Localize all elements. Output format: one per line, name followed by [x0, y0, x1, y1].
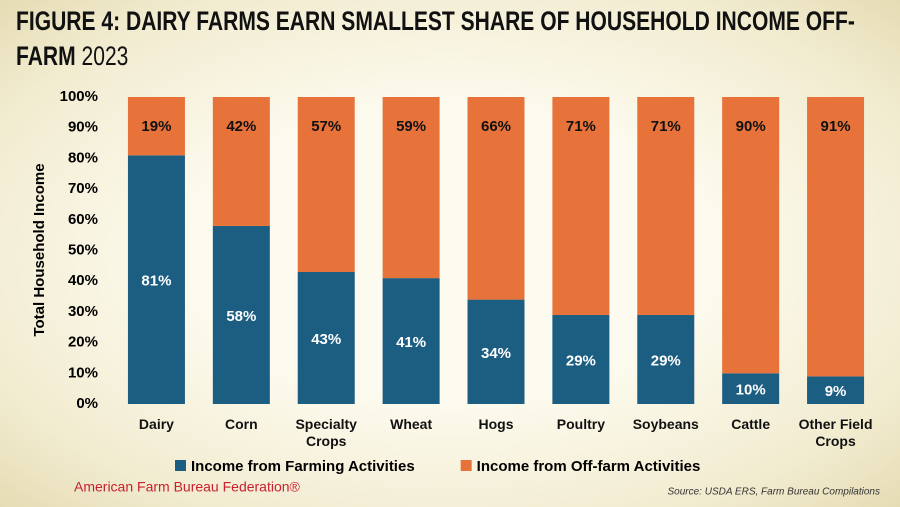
x-tick-label: Specialty Crops	[295, 416, 357, 449]
value-label: 90%	[736, 118, 766, 135]
bar-segment	[467, 97, 525, 300]
bar-segment	[382, 278, 440, 404]
value-label: 29%	[651, 352, 681, 369]
legend-label: Income from Farming Activities	[191, 458, 415, 475]
chart-title: FIGURE 4: DAIRY FARMS EARN SMALLEST SHAR…	[16, 6, 855, 71]
x-tick-label: Poultry	[556, 416, 605, 432]
value-label: 91%	[821, 118, 851, 135]
x-tick-label: Wheat	[390, 416, 433, 432]
value-label: 34%	[481, 345, 511, 362]
y-tick-label: 90%	[68, 119, 98, 136]
value-label: 58%	[226, 308, 256, 325]
y-axis-label: Total Household Income	[31, 163, 48, 336]
bar-segment	[722, 97, 780, 374]
y-tick-label: 100%	[60, 88, 98, 105]
value-label: 59%	[396, 118, 426, 135]
value-label: 43%	[311, 331, 341, 348]
legend-swatch	[175, 460, 186, 471]
y-tick-label: 80%	[68, 149, 98, 166]
value-label: 10%	[736, 382, 766, 399]
y-tick-label: 60%	[68, 211, 98, 228]
value-label: 66%	[481, 118, 511, 135]
y-tick-label: 0%	[76, 395, 98, 412]
bar-segment	[637, 314, 695, 404]
bar-segment	[552, 97, 610, 315]
y-tick-label: 70%	[68, 180, 98, 197]
y-tick-label: 20%	[68, 334, 98, 351]
value-label: 81%	[141, 273, 171, 290]
bar-segment	[212, 97, 270, 226]
value-label: 57%	[311, 118, 341, 135]
bar-segment	[807, 97, 865, 377]
bar-segment	[467, 299, 525, 404]
y-tick-label: 10%	[68, 364, 98, 381]
bar-segment	[297, 97, 355, 272]
value-label: 71%	[651, 118, 681, 135]
source: Source: USDA ERS, Farm Bureau Compilatio…	[668, 487, 881, 498]
value-label: 41%	[396, 334, 426, 351]
chart-title-block: FIGURE 4: DAIRY FARMS EARN SMALLEST SHAR…	[16, 4, 882, 74]
bar-segment	[127, 97, 185, 156]
y-tick-label: 50%	[68, 241, 98, 258]
legend-label: Income from Off-farm Activities	[477, 458, 701, 475]
x-tick-label: Other Field Crops	[798, 416, 873, 449]
bar-segment	[552, 314, 610, 404]
organization: American Farm Bureau Federation®	[74, 479, 301, 495]
value-label: 19%	[141, 118, 171, 135]
bar-segment	[212, 225, 270, 404]
bar-segment	[722, 373, 780, 404]
y-tick-label: 30%	[68, 303, 98, 320]
bar-segment	[637, 97, 695, 315]
legend-swatch	[460, 460, 472, 471]
x-tick-label: Soybeans	[632, 416, 699, 432]
chart-subtitle: 2023	[81, 41, 129, 71]
bar-segment	[127, 155, 185, 404]
bar-segment	[297, 271, 355, 404]
x-tick-label: Cattle	[731, 416, 771, 432]
value-label: 71%	[566, 118, 596, 135]
x-tick-label: Dairy	[138, 416, 174, 432]
bar-segment	[807, 376, 865, 404]
y-tick-label: 40%	[68, 272, 98, 289]
x-tick-label: Corn	[224, 416, 258, 432]
value-label: 9%	[825, 383, 847, 400]
x-tick-label: Hogs	[478, 416, 514, 432]
bar-segment	[382, 97, 440, 279]
value-label: 42%	[226, 118, 256, 135]
value-label: 29%	[566, 352, 596, 369]
